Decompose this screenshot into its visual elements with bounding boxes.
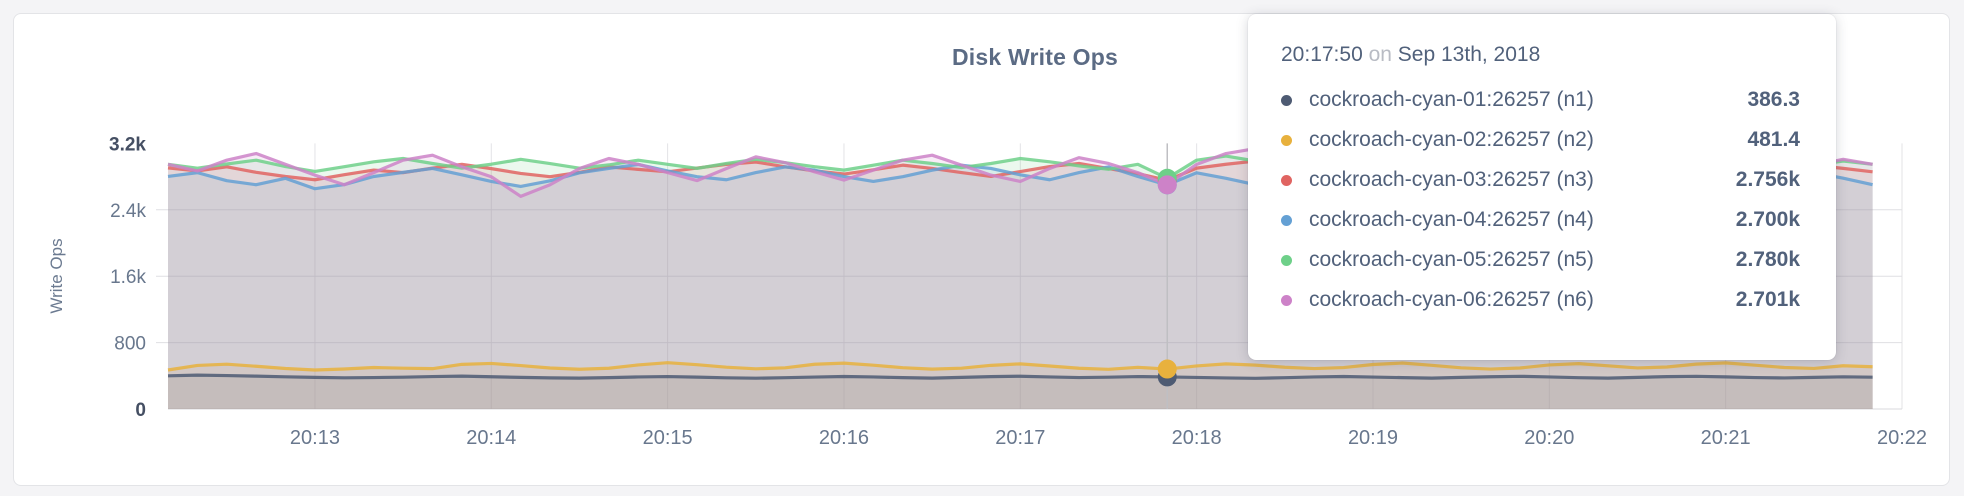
chart-tooltip: 20:17:50 on Sep 13th, 2018 cockroach-cya… xyxy=(1248,14,1836,360)
y-tick-label: 3.2k xyxy=(109,134,146,155)
hover-point-n2 xyxy=(1157,359,1177,379)
tooltip-row: cockroach-cyan-01:26257 (n1) 386.3 xyxy=(1281,80,1800,120)
x-tick-label: 20:16 xyxy=(819,427,869,449)
tooltip-on-word: on xyxy=(1368,43,1392,66)
series-name: cockroach-cyan-02:26257 (n2) xyxy=(1309,128,1594,151)
series-area-n1 xyxy=(168,375,1873,409)
x-tick-label: 20:19 xyxy=(1348,427,1398,449)
series-color-dot-icon xyxy=(1281,134,1292,146)
series-value: 2.780k xyxy=(1735,248,1800,271)
chart-title: Disk Write Ops xyxy=(952,44,1118,70)
x-tick-label: 20:13 xyxy=(290,427,340,449)
x-tick-label: 20:18 xyxy=(1172,427,1222,449)
series-color-dot-icon xyxy=(1281,214,1292,226)
series-name: cockroach-cyan-01:26257 (n1) xyxy=(1309,88,1594,111)
series-value: 2.701k xyxy=(1735,288,1800,311)
series-value: 2.756k xyxy=(1735,168,1800,191)
series-value: 2.700k xyxy=(1735,208,1800,231)
tooltip-row: cockroach-cyan-05:26257 (n5) 2.780k xyxy=(1281,240,1800,280)
series-color-dot-icon xyxy=(1281,254,1292,266)
series-name: cockroach-cyan-04:26257 (n4) xyxy=(1309,208,1594,231)
series-value: 386.3 xyxy=(1747,88,1800,111)
series-area-n2 xyxy=(168,362,1873,409)
y-tick-label: 800 xyxy=(114,334,146,355)
hover-point-n6 xyxy=(1157,175,1177,195)
series-color-dot-icon xyxy=(1281,294,1292,306)
tooltip-row: cockroach-cyan-03:26257 (n3) 2.756k xyxy=(1281,160,1800,200)
tooltip-row: cockroach-cyan-06:26257 (n6) 2.701k xyxy=(1281,280,1800,320)
x-tick-label: 20:20 xyxy=(1524,427,1574,449)
series-line-n1 xyxy=(167,373,1873,380)
y-tick-label: 1.6k xyxy=(110,267,146,288)
tooltip-time: 20:17:50 xyxy=(1281,43,1363,66)
tooltip-rows: cockroach-cyan-01:26257 (n1) 386.3 cockroa… xyxy=(1281,80,1800,320)
tooltip-timestamp: 20:17:50 on Sep 13th, 2018 xyxy=(1281,40,1800,70)
series-line-n2 xyxy=(167,361,1873,372)
series-value: 481.4 xyxy=(1747,128,1800,151)
y-tick-label: 2.4k xyxy=(110,201,146,222)
tooltip-date: Sep 13th, 2018 xyxy=(1397,43,1541,66)
series-color-dot-icon xyxy=(1281,94,1292,106)
x-tick-label: 20:17 xyxy=(995,427,1045,449)
x-tick-label: 20:22 xyxy=(1877,427,1927,449)
series-name: cockroach-cyan-06:26257 (n6) xyxy=(1309,288,1594,311)
y-axis-title: Write Ops xyxy=(47,238,66,313)
series-name: cockroach-cyan-05:26257 (n5) xyxy=(1309,248,1594,271)
series-color-dot-icon xyxy=(1281,174,1292,186)
x-tick-label: 20:14 xyxy=(466,427,516,449)
tooltip-row: cockroach-cyan-04:26257 (n4) 2.700k xyxy=(1281,200,1800,240)
x-tick-label: 20:21 xyxy=(1701,427,1751,449)
y-tick-label: 0 xyxy=(135,400,146,421)
series-name: cockroach-cyan-03:26257 (n3) xyxy=(1309,168,1594,191)
tooltip-row: cockroach-cyan-02:26257 (n2) 481.4 xyxy=(1281,120,1800,160)
x-tick-label: 20:15 xyxy=(643,427,693,449)
